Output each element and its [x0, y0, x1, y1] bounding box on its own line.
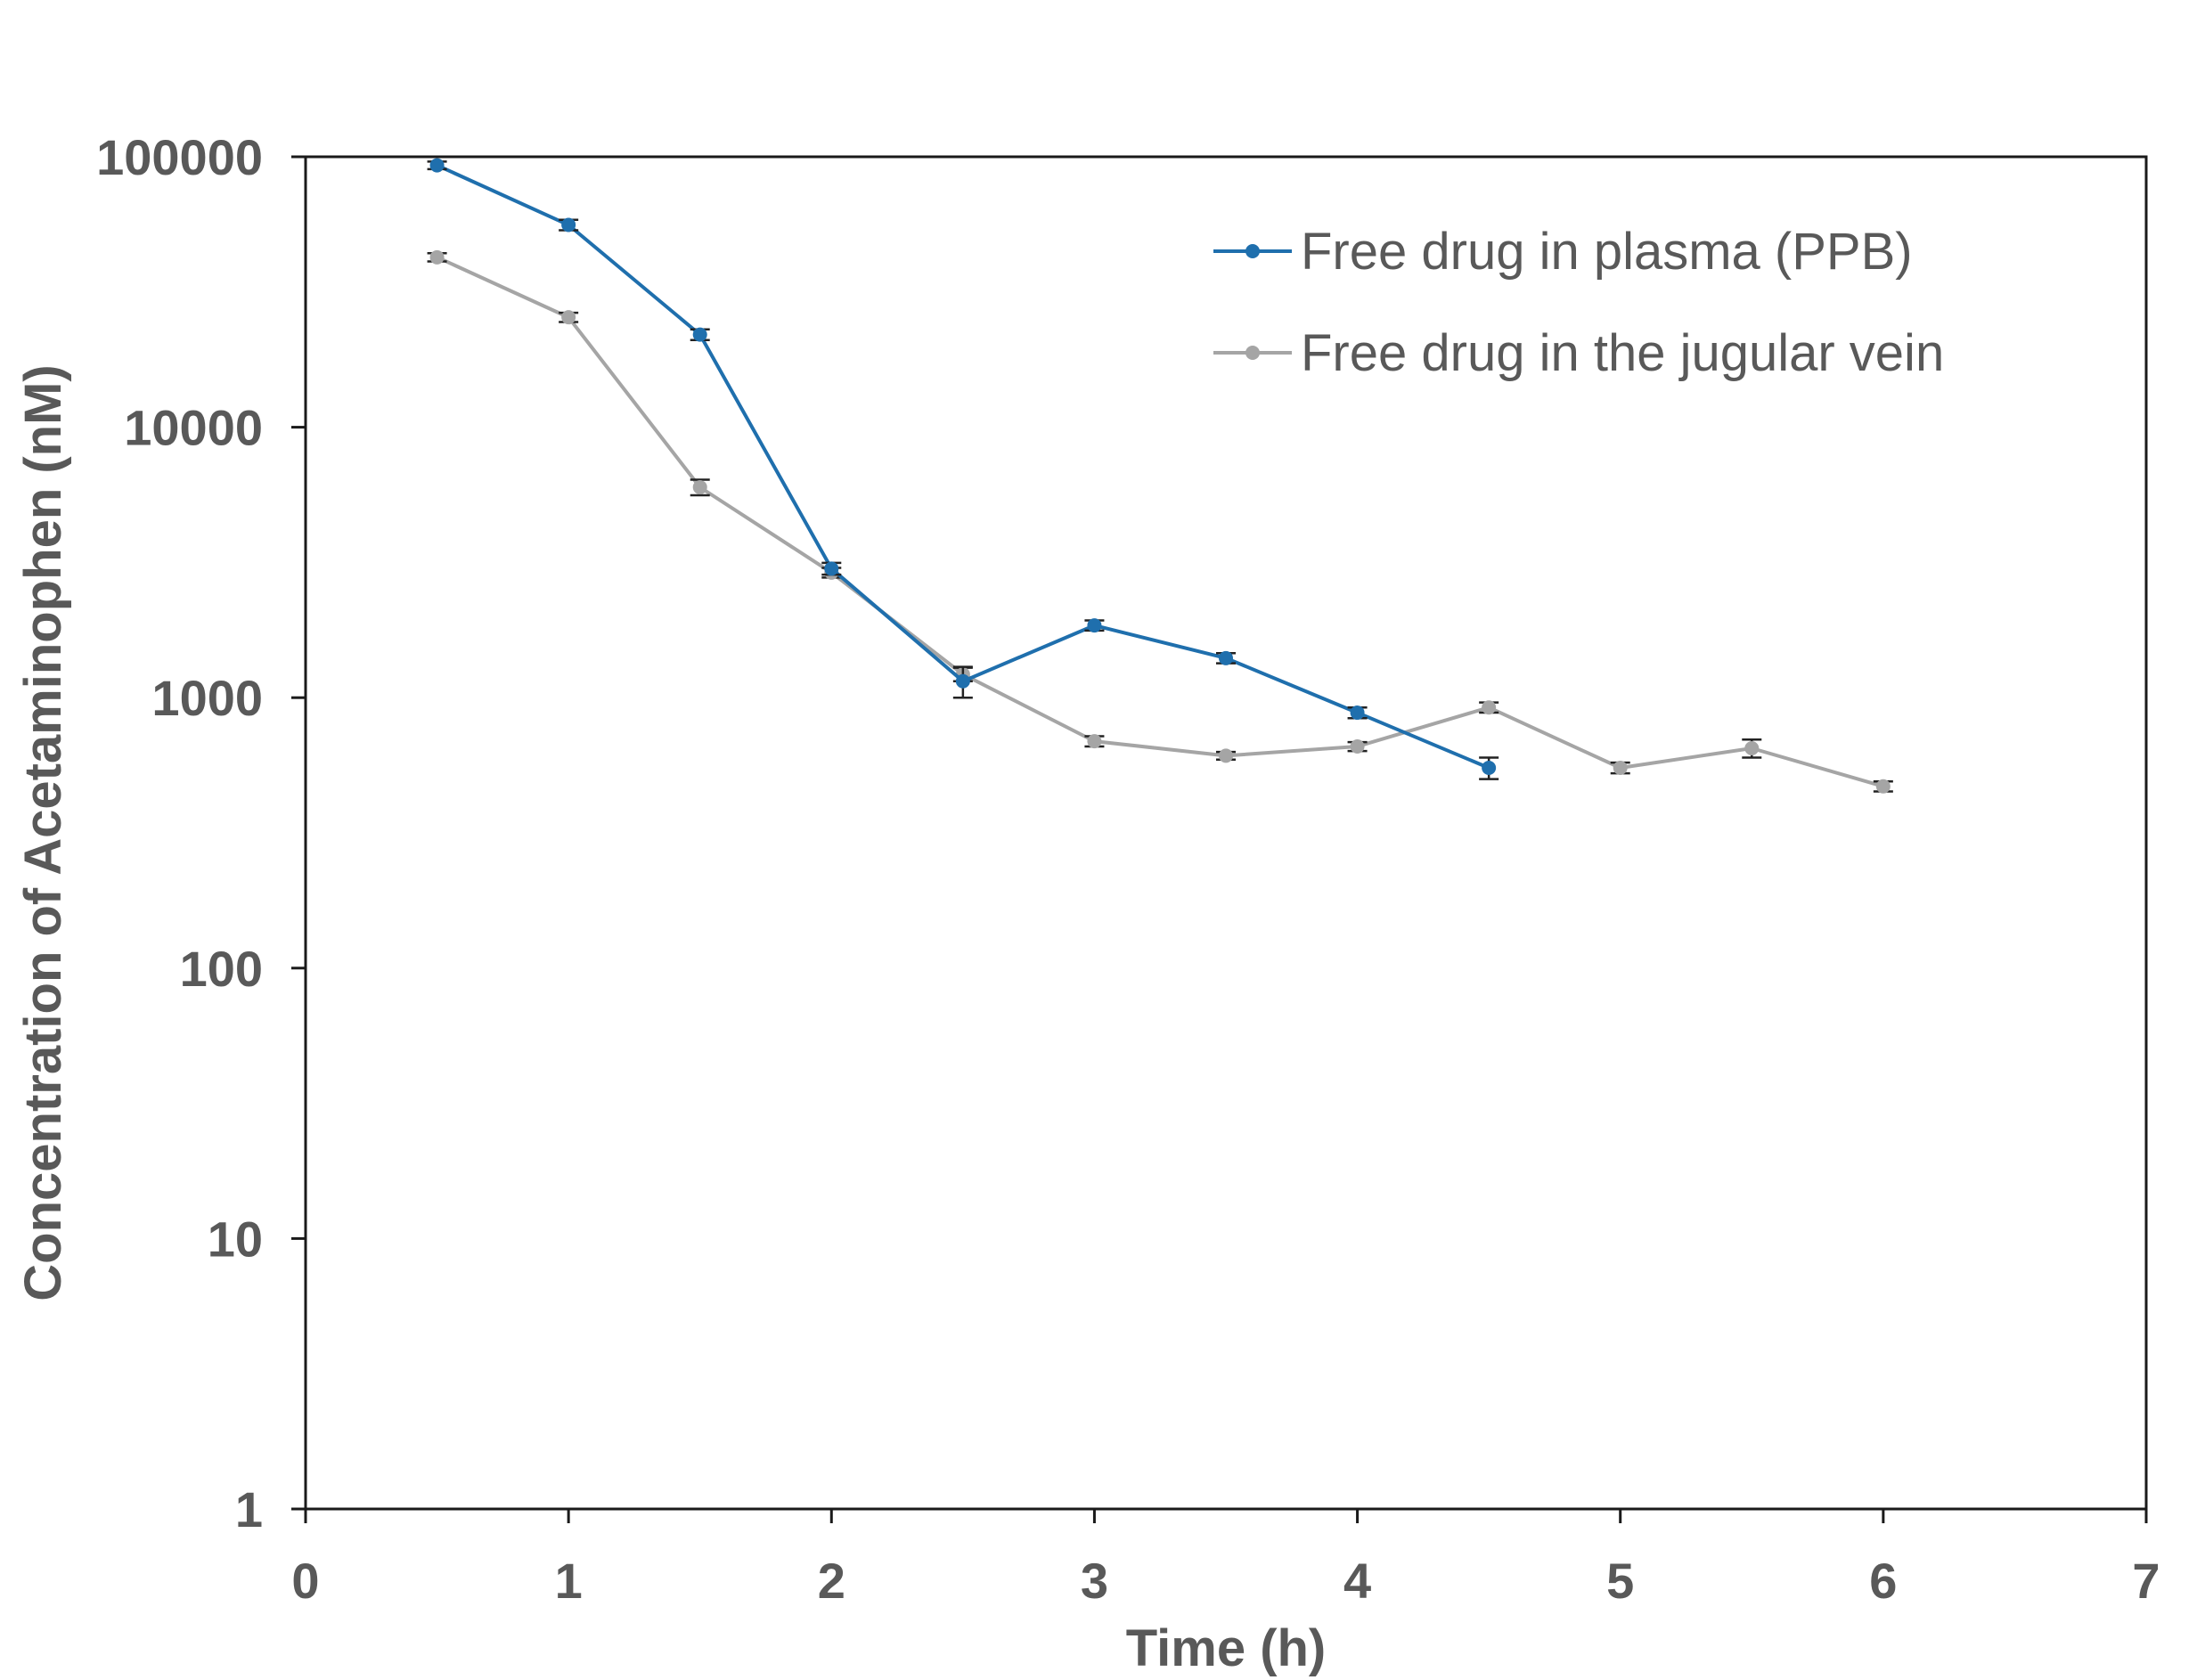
y-tick-label: 10	[208, 1211, 263, 1267]
data-point	[1087, 618, 1102, 633]
y-tick-label: 1	[235, 1481, 263, 1537]
data-point	[1482, 700, 1497, 715]
data-point	[955, 673, 970, 689]
x-axis-ticks: 0 1 2 3 4 5 6 7	[291, 1509, 2160, 1609]
legend-label: Free drug in the jugular vein	[1301, 324, 1944, 382]
data-point	[824, 561, 839, 576]
data-point	[1219, 650, 1233, 665]
x-axis-title: Time (h)	[1126, 1619, 1327, 1677]
data-point	[1087, 734, 1102, 749]
y-tick-label: 1000	[151, 670, 263, 726]
data-point	[1613, 761, 1628, 776]
legend-label: Free drug in plasma (PPB)	[1301, 223, 1913, 281]
x-tick-label: 0	[291, 1553, 319, 1609]
y-tick-label: 100000	[96, 129, 263, 185]
x-tick-label: 4	[1343, 1553, 1371, 1609]
legend-swatch-marker	[1245, 244, 1260, 258]
data-point	[692, 327, 707, 342]
data-point	[561, 310, 576, 325]
data-point	[1744, 740, 1760, 755]
y-axis-ticks: 1 10 100 1000 10000 100000	[96, 129, 306, 1537]
data-point	[561, 217, 576, 232]
x-tick-label: 3	[1081, 1553, 1108, 1609]
x-tick-label: 7	[2132, 1553, 2160, 1609]
data-point	[1482, 761, 1497, 776]
data-point	[1219, 748, 1233, 763]
data-point	[429, 158, 445, 173]
x-tick-label: 6	[1869, 1553, 1897, 1609]
series-line	[436, 255, 1884, 788]
data-point	[692, 479, 707, 494]
legend-swatch-marker	[1245, 346, 1260, 360]
x-tick-label: 2	[818, 1553, 845, 1609]
series-0	[427, 158, 1499, 780]
y-tick-label: 10000	[124, 400, 263, 456]
x-tick-label: 5	[1606, 1553, 1634, 1609]
plot-area	[304, 155, 2148, 1511]
data-point	[1875, 779, 1891, 794]
series-layer	[427, 158, 1893, 794]
x-tick-label: 1	[555, 1553, 583, 1609]
legend: Free drug in plasma (PPB) Free drug in th…	[1213, 223, 1944, 382]
y-tick-label: 100	[180, 941, 263, 997]
y-axis-title: Concentration of Acetaminophen (nM)	[14, 364, 72, 1301]
data-point	[429, 249, 445, 265]
data-point	[1350, 705, 1365, 721]
data-point	[1350, 738, 1365, 754]
